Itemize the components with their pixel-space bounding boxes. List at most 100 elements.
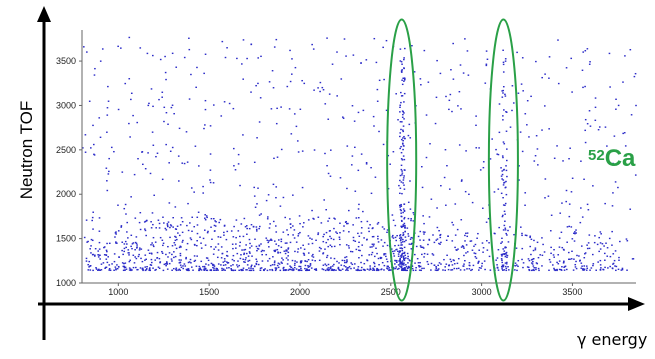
data-point [211,238,213,240]
data-point [563,266,565,268]
data-point [528,259,531,262]
data-point [128,122,130,125]
data-point [522,90,524,92]
data-point [550,246,552,249]
data-point [482,161,485,163]
data-point [394,244,396,247]
data-point [406,269,408,272]
data-point [603,252,606,255]
data-point [402,129,404,131]
data-point [288,108,291,110]
data-point [123,207,126,210]
data-point [400,101,402,104]
data-point [260,213,262,215]
data-point [425,156,428,159]
data-point [161,178,164,181]
data-point [502,169,505,171]
data-point [365,59,368,61]
data-point [284,252,287,255]
data-point [592,185,594,187]
data-point [325,209,327,211]
data-point [301,150,304,152]
data-point [280,246,283,248]
data-point [224,260,226,262]
data-point [604,266,606,269]
data-point [439,234,441,237]
data-point [517,265,519,268]
data-point [216,268,219,270]
data-point [323,199,325,201]
data-point [381,261,384,264]
data-point [473,245,475,247]
y-tick-label: 3000 [56,100,76,110]
data-point [90,238,93,241]
y-axis-arrow [37,6,51,22]
data-point [400,128,402,131]
data-point [385,255,387,258]
data-point [382,46,384,49]
data-point [124,240,127,243]
data-point [265,237,268,239]
data-point [421,267,423,270]
data-point [348,247,350,249]
data-point [394,267,397,270]
data-point [399,260,402,263]
data-point [402,77,404,79]
data-point [114,236,116,238]
y-tick-label: 2500 [56,145,76,155]
data-point [427,263,430,265]
data-point [332,238,335,241]
data-point [122,269,125,272]
data-point [501,241,503,243]
data-point [608,52,611,55]
data-point [630,114,633,116]
data-point [404,236,407,238]
data-point [410,219,412,222]
data-point [217,263,220,265]
data-point [401,69,403,71]
data-point [286,250,288,252]
data-point [399,263,401,265]
data-point [588,234,591,236]
data-point [162,244,164,247]
data-point [231,258,234,261]
data-point [132,254,135,256]
data-point [352,239,355,242]
data-point [304,260,306,262]
data-point [502,141,505,143]
data-point [204,244,207,246]
data-point [463,269,466,271]
data-point [132,242,135,244]
data-point [376,100,379,102]
data-point [504,262,507,264]
data-point [182,267,185,270]
data-point [299,260,302,263]
data-point [253,161,256,164]
data-point [148,268,151,270]
data-point [505,251,508,254]
data-point [293,264,296,266]
data-point [135,236,138,238]
data-point [551,264,554,266]
data-point [343,225,345,227]
data-point [222,268,225,270]
data-point [502,61,505,64]
data-point [464,38,466,40]
data-point [90,147,92,149]
data-point [157,266,160,268]
data-point [263,250,265,252]
data-point [504,227,507,229]
data-point [307,265,309,267]
data-point [333,227,335,230]
data-point [121,241,124,243]
data-point [279,205,282,207]
data-point [207,230,209,233]
data-point [489,158,492,160]
data-point [280,261,283,263]
data-point [286,242,288,244]
data-point [130,234,133,237]
data-point [534,155,537,157]
data-point [209,169,212,171]
data-point [346,267,349,269]
data-point [338,236,341,238]
